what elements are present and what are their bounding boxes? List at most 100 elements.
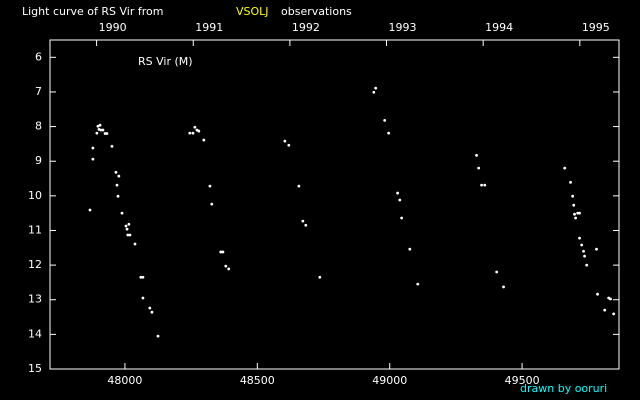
data-point bbox=[595, 247, 598, 251]
data-point bbox=[125, 227, 129, 231]
data-point bbox=[110, 144, 114, 148]
data-point bbox=[156, 334, 160, 338]
data-point bbox=[387, 131, 391, 135]
data-point bbox=[583, 254, 586, 258]
data-point bbox=[141, 296, 145, 300]
data-point bbox=[304, 223, 308, 227]
data-point bbox=[283, 139, 287, 143]
data-point bbox=[502, 285, 505, 289]
data-point bbox=[128, 233, 132, 237]
data-point bbox=[224, 264, 228, 268]
data-point bbox=[126, 233, 130, 237]
data-point bbox=[408, 247, 412, 251]
data-point bbox=[98, 123, 102, 127]
data-point bbox=[120, 211, 124, 215]
top-tick-label: 1993 bbox=[389, 21, 417, 34]
y-tick-label: 7 bbox=[35, 85, 42, 98]
chart-title: Light curve of RS Vir from bbox=[22, 5, 163, 18]
data-point bbox=[396, 191, 400, 195]
data-point bbox=[585, 263, 589, 267]
annotation: RS Vir (M) bbox=[138, 55, 193, 68]
data-point bbox=[95, 131, 99, 135]
x-tick-label: 48500 bbox=[240, 374, 275, 387]
data-point bbox=[124, 224, 128, 228]
data-point bbox=[150, 310, 154, 314]
data-point bbox=[571, 194, 575, 198]
data-point bbox=[99, 128, 103, 132]
data-point bbox=[219, 250, 223, 254]
data-point bbox=[372, 90, 376, 94]
data-point bbox=[483, 183, 487, 187]
data-point bbox=[383, 118, 387, 122]
y-tick-label: 11 bbox=[28, 223, 42, 236]
data-point bbox=[398, 198, 402, 202]
data-point bbox=[609, 297, 612, 301]
y-tick-label: 8 bbox=[35, 120, 42, 133]
data-point bbox=[221, 250, 225, 254]
x-tick-label: 48000 bbox=[107, 374, 142, 387]
data-point bbox=[91, 157, 95, 161]
data-point bbox=[580, 243, 584, 247]
data-point bbox=[141, 275, 145, 279]
data-point bbox=[475, 153, 478, 157]
y-tick-label: 14 bbox=[28, 327, 42, 340]
data-point bbox=[148, 306, 152, 310]
data-point bbox=[572, 203, 576, 207]
data-point bbox=[573, 212, 576, 216]
data-point bbox=[115, 183, 119, 187]
data-point bbox=[287, 143, 291, 147]
plot-frame bbox=[49, 39, 620, 370]
data-point bbox=[202, 138, 206, 142]
y-tick-label: 9 bbox=[35, 154, 42, 167]
data-point bbox=[480, 183, 483, 187]
y-tick-label: 13 bbox=[28, 293, 42, 306]
data-point bbox=[116, 194, 120, 198]
data-point bbox=[191, 131, 195, 135]
data-point bbox=[477, 166, 481, 170]
data-point bbox=[416, 282, 420, 286]
data-point bbox=[210, 202, 214, 206]
data-point bbox=[208, 184, 212, 188]
x-tick-label: 49500 bbox=[505, 374, 540, 387]
data-point bbox=[374, 86, 378, 90]
top-tick-label: 1992 bbox=[292, 21, 320, 34]
data-point bbox=[101, 128, 105, 132]
data-point bbox=[193, 125, 197, 129]
data-point bbox=[88, 208, 92, 212]
data-point bbox=[96, 124, 100, 128]
data-point bbox=[197, 129, 201, 133]
data-point bbox=[91, 146, 95, 150]
data-point bbox=[574, 216, 577, 220]
data-point bbox=[105, 132, 109, 135]
y-tick-label: 6 bbox=[35, 50, 42, 63]
data-point bbox=[563, 166, 567, 170]
data-point bbox=[127, 222, 131, 226]
data-point bbox=[603, 308, 607, 312]
data-point bbox=[400, 216, 404, 220]
y-tick-label: 12 bbox=[28, 258, 42, 271]
data-point bbox=[301, 219, 305, 223]
data-point bbox=[117, 174, 121, 178]
data-point bbox=[133, 242, 137, 246]
data-point bbox=[318, 275, 322, 279]
data-point bbox=[227, 267, 231, 271]
top-tick-label: 1995 bbox=[582, 21, 610, 34]
title-highlight: VSOLJ bbox=[236, 5, 269, 18]
data-point bbox=[495, 270, 499, 274]
top-tick-label: 1994 bbox=[485, 21, 513, 34]
data-point bbox=[596, 292, 599, 296]
data-point bbox=[139, 275, 143, 279]
x-tick-label: 49000 bbox=[372, 374, 407, 387]
data-point bbox=[188, 131, 192, 135]
top-tick-label: 1991 bbox=[195, 21, 223, 34]
data-point bbox=[578, 236, 581, 240]
top-tick-label: 1990 bbox=[99, 21, 127, 34]
data-point bbox=[297, 184, 301, 188]
data-point bbox=[114, 170, 118, 174]
y-tick-label: 15 bbox=[28, 362, 42, 375]
title-suffix: observations bbox=[281, 5, 352, 18]
data-point bbox=[582, 249, 585, 253]
data-point bbox=[578, 211, 581, 215]
